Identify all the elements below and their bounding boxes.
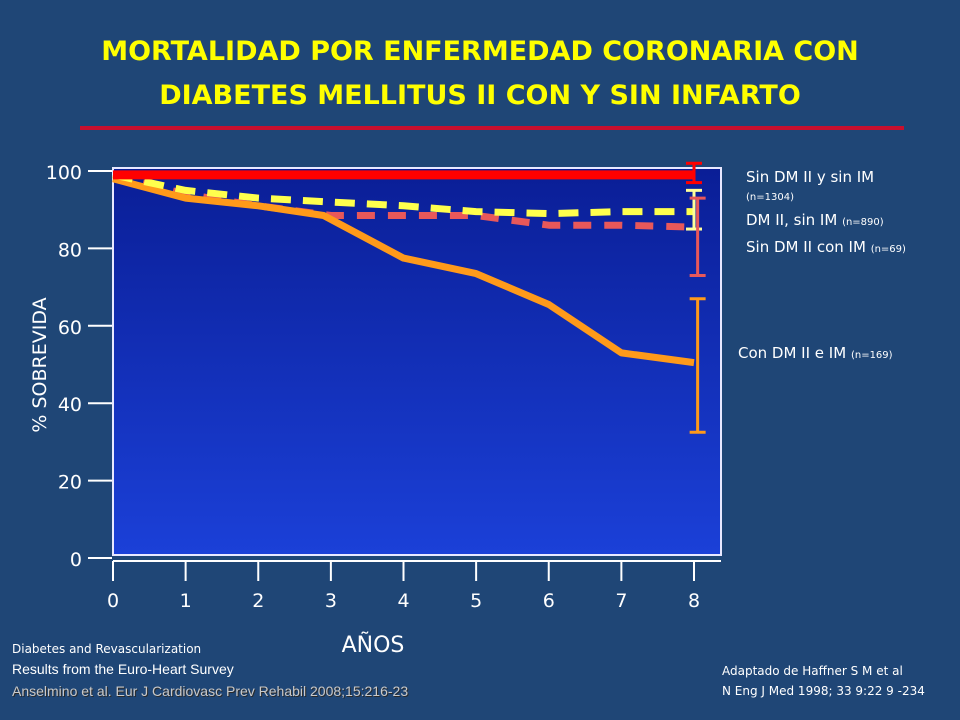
legend-n: (n=169)	[850, 350, 893, 361]
reference-line-2: N Eng J Med 1998; 33 9:22 9 -234	[722, 684, 925, 698]
title-divider	[80, 126, 904, 130]
y-tick-label: 0	[70, 549, 82, 571]
y-tick-label: 40	[58, 394, 82, 416]
source-title: Diabetes and Revascularization	[12, 642, 202, 656]
legend-item-dm-no-mi: DM II, sin IM (n=890)	[746, 211, 884, 229]
y-tick-label: 100	[46, 162, 82, 184]
axis-labels: % SOBREVIDA AÑOS	[29, 297, 404, 658]
y-tick-label: 60	[58, 317, 82, 339]
legend-label: Sin DM II y sin IM	[746, 168, 875, 186]
x-tick-label: 4	[397, 590, 409, 612]
x-tick-label: 3	[325, 590, 337, 612]
chart-title: MORTALIDAD POR ENFERMEDAD CORONARIA CON …	[0, 30, 960, 118]
y-tick-label: 20	[58, 472, 82, 494]
legend-label: Sin DM II con IM	[746, 238, 866, 256]
legend-n: (n=69)	[870, 244, 906, 255]
series-lines	[112, 170, 695, 367]
x-axis-title: AÑOS	[342, 631, 405, 658]
x-tick-label: 1	[180, 590, 192, 612]
x-tick-label: 2	[252, 590, 264, 612]
plot-area	[112, 167, 722, 556]
source-citation: Anselmino et al. Eur J Cardiovasc Prev R…	[12, 683, 409, 699]
axes: 0 20 40 60 80 100 0 1 2 3 4 5 6 7 8	[46, 162, 721, 612]
x-tick-label: 6	[543, 590, 555, 612]
legend-n: (n=890)	[842, 217, 884, 228]
x-tick-label: 0	[107, 590, 119, 612]
y-tick-label: 80	[58, 239, 82, 261]
legend-label: Con DM II e IM	[738, 344, 847, 362]
series-line-dm-no-mi	[112, 171, 694, 218]
x-tick-label: 5	[470, 590, 482, 612]
x-tick-label: 7	[615, 590, 627, 612]
chart-title-line-1: MORTALIDAD POR ENFERMEDAD CORONARIA CON	[101, 36, 859, 67]
error-bar-no-dm-mi	[689, 196, 706, 277]
series-line-dm-mi	[112, 175, 695, 367]
legend-label: DM II, sin IM	[746, 211, 838, 229]
legend-item-no-dm-mi: Sin DM II con IM (n=69)	[746, 238, 906, 256]
legend-n: (n=1304)	[746, 192, 794, 203]
y-axis-title: % SOBREVIDA	[29, 297, 51, 432]
error-bar-no-dm-no-mi	[686, 161, 702, 185]
error-bars	[686, 161, 706, 434]
reference-line-1: Adaptado de Haffner S M et al	[722, 664, 903, 678]
source-subtitle: Results from the Euro-Heart Survey	[12, 661, 234, 677]
legend-item-no-dm-no-mi: Sin DM II y sin IM (n=1304)	[746, 168, 874, 204]
error-bar-dm-mi	[689, 297, 706, 434]
chart-title-line-2: DIABETES MELLITUS II CON Y SIN INFARTO	[159, 80, 801, 111]
legend-item-dm-mi: Con DM II e IM (n=169)	[738, 344, 893, 362]
x-tick-label: 8	[688, 590, 700, 612]
